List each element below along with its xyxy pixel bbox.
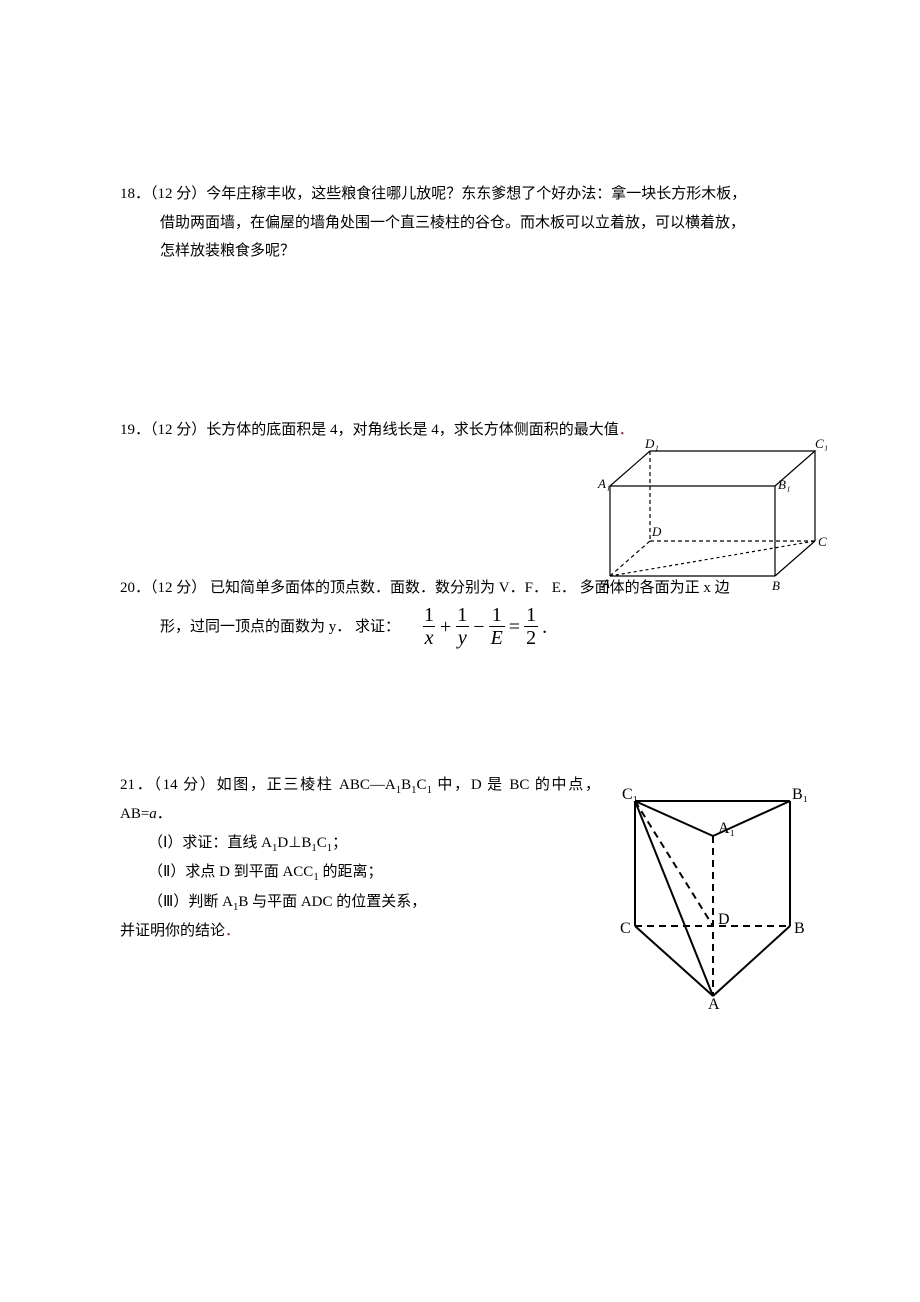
- problem-19-body: 长方体的底面积是 4，对角线长是 4，求长方体侧面积的最大值: [206, 422, 619, 438]
- label-C-21: C: [620, 920, 631, 937]
- problem-18-line1: 今年庄稼丰收，这些粮食往哪儿放呢？东东爹想了个好办法：拿一块长方形木板，: [206, 186, 746, 202]
- problem-19-score: （12 分）: [150, 422, 206, 438]
- problem-18-text: 18．（12 分）今年庄稼丰收，这些粮食往哪儿放呢？东东爹想了个好办法：拿一块长…: [120, 180, 830, 266]
- label-A1: A₁: [597, 476, 610, 491]
- p21-iii1: （Ⅲ）判断 A: [148, 894, 233, 910]
- p21-iii2: B 与平面 ADC 的位置关系，: [238, 894, 426, 910]
- problem-21-number: 21．: [120, 777, 153, 793]
- p21-ii2: 的距离；: [319, 864, 383, 880]
- problem-21-figure: C₁ B₁ A₁ C D B A: [610, 781, 810, 1022]
- problem-20-number: 20．: [120, 580, 150, 596]
- problem-18-score: （12 分）: [150, 186, 206, 202]
- p21-l1b: B: [401, 777, 411, 793]
- problem-18-line3: 怎样放装粮食多呢？: [120, 237, 830, 266]
- problem-20-text: 20．（12 分） 已知简单多面体的顶点数．面数．数分别为 V．F． E． 多面…: [120, 574, 830, 651]
- p21-iv1: 并证明你的结论: [120, 923, 225, 939]
- p21-l1f: ．: [157, 806, 172, 822]
- problem-21-score: （14 分）: [153, 777, 216, 793]
- problem-18-line2: 借助两面墙，在偏屋的墙角处围一个直三棱柱的谷仓。而木板可以立着放，可以横着放，: [120, 209, 830, 238]
- label-A-21: A: [708, 996, 720, 1011]
- label-C1-21: C₁: [622, 786, 638, 803]
- label-D: D: [651, 524, 662, 539]
- label-B1-21: B₁: [792, 786, 808, 803]
- label-C: C: [818, 534, 827, 549]
- problem-19-number: 19．: [120, 422, 150, 438]
- problem-20-score: （12 分）: [150, 580, 206, 596]
- p21-i4: ；: [332, 835, 347, 851]
- problem-21: 21．（14 分）如图，正三棱柱 ABC—A1B1C1 中，D 是 BC 的中点…: [120, 771, 830, 946]
- problem-18-number: 18．: [120, 186, 150, 202]
- problem-19: 19．（12 分）长方体的底面积是 4，对角线长是 4，求长方体侧面积的最大值．: [120, 416, 830, 445]
- problem-20: 20．（12 分） 已知简单多面体的顶点数．面数．数分别为 V．F． E． 多面…: [120, 574, 830, 651]
- p21-l1c: C: [417, 777, 427, 793]
- p21-l1a: 如图，正三棱柱 ABC—A: [217, 777, 396, 793]
- problem-21-text: 21．（14 分）如图，正三棱柱 ABC—A1B1C1 中，D 是 BC 的中点…: [120, 771, 600, 946]
- label-B-21: B: [794, 920, 805, 937]
- label-D-21: D: [718, 911, 730, 928]
- p21-i2: D⊥B: [277, 835, 311, 851]
- p21-iv-period: ．: [225, 923, 240, 939]
- label-A1-21: A₁: [718, 820, 735, 837]
- problem-20-formula: 1x + 1y − 1E = 12 .: [418, 603, 547, 651]
- label-D1: D₁: [644, 436, 659, 451]
- p21-i3: C: [317, 835, 327, 851]
- problem-20-part1: 已知简单多面体的顶点数．面数．数分别为 V．F． E． 多面体的各面为正 x 边: [206, 580, 729, 596]
- label-B1: B₁: [778, 477, 790, 492]
- p21-l1e: a: [149, 806, 157, 822]
- problem-20-part2: 形，过同一顶点的面数为 y． 求证：: [160, 609, 400, 645]
- problem-18: 18．（12 分）今年庄稼丰收，这些粮食往哪儿放呢？东东爹想了个好办法：拿一块长…: [120, 180, 830, 266]
- p21-ii1: （Ⅱ）求点 D 到平面 ACC: [148, 864, 313, 880]
- label-C1: C₁: [815, 436, 828, 451]
- p21-i1: （Ⅰ）求证：直线 A: [148, 835, 272, 851]
